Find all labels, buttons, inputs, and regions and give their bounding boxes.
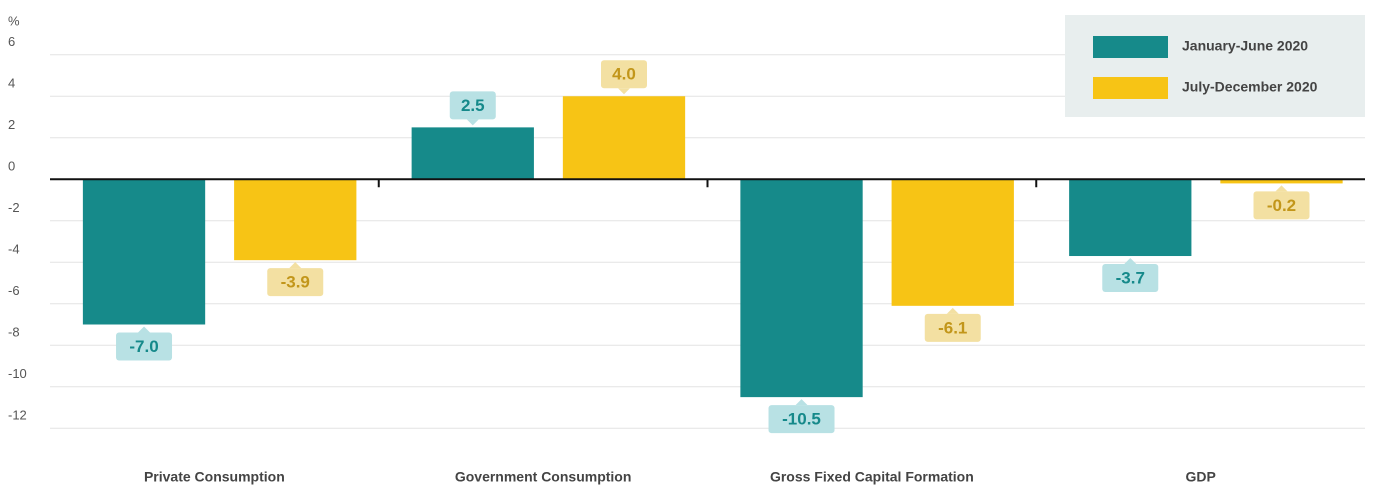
bar (411, 127, 534, 180)
legend-label: July-December 2020 (1182, 79, 1318, 95)
value-label-pointer (289, 262, 302, 269)
x-tick-label: Gross Fixed Capital Formation (770, 469, 974, 485)
value-label: -3.9 (281, 273, 310, 292)
y-tick-label: -2 (8, 200, 20, 215)
x-tick-label: Private Consumption (144, 469, 285, 485)
x-tick-label: GDP (1185, 469, 1215, 485)
value-label-box (924, 313, 981, 342)
y-tick-label: -10 (8, 366, 27, 381)
value-label-box (600, 60, 647, 89)
y-tick-label: 6 (8, 34, 15, 49)
value-label: -0.2 (1267, 196, 1296, 215)
value-label: -10.5 (782, 410, 821, 429)
y-tick-label: -12 (8, 408, 27, 423)
value-label-box (1102, 264, 1159, 293)
value-label-pointer (138, 326, 151, 333)
y-tick-label: 0 (8, 159, 15, 174)
y-tick-label: 2 (8, 117, 15, 132)
value-label-pointer (617, 88, 630, 95)
value-label: -7.0 (129, 337, 158, 356)
value-label: -3.7 (1116, 269, 1145, 288)
value-label-box (449, 91, 496, 120)
bar (562, 96, 686, 180)
legend-swatch (1093, 77, 1168, 99)
bar (82, 179, 206, 325)
y-axis-label: % (8, 13, 20, 28)
y-tick-label: 4 (8, 76, 15, 91)
bar (1069, 179, 1192, 257)
value-label-pointer (946, 307, 959, 314)
value-label-box (267, 268, 324, 297)
value-label-pointer (466, 119, 479, 126)
value-label-box (1253, 191, 1310, 220)
value-label-pointer (1275, 185, 1288, 192)
legend-label: January-June 2020 (1182, 38, 1308, 54)
legend-swatch (1093, 36, 1168, 58)
bar (891, 179, 1014, 306)
value-label-pointer (795, 399, 808, 406)
bar (740, 179, 863, 398)
x-tick-label: Government Consumption (455, 469, 632, 485)
bar (234, 179, 357, 261)
y-tick-label: -4 (8, 242, 20, 257)
y-tick-label: -8 (8, 325, 20, 340)
value-label-pointer (1124, 258, 1137, 265)
bar (1220, 179, 1343, 184)
value-label-box (116, 332, 173, 361)
y-tick-label: -6 (8, 283, 20, 298)
value-label: 4.0 (612, 65, 636, 84)
value-label: 2.5 (461, 96, 485, 115)
value-label-box (768, 405, 835, 434)
legend-box (1065, 15, 1365, 117)
value-label: -6.1 (938, 318, 967, 337)
